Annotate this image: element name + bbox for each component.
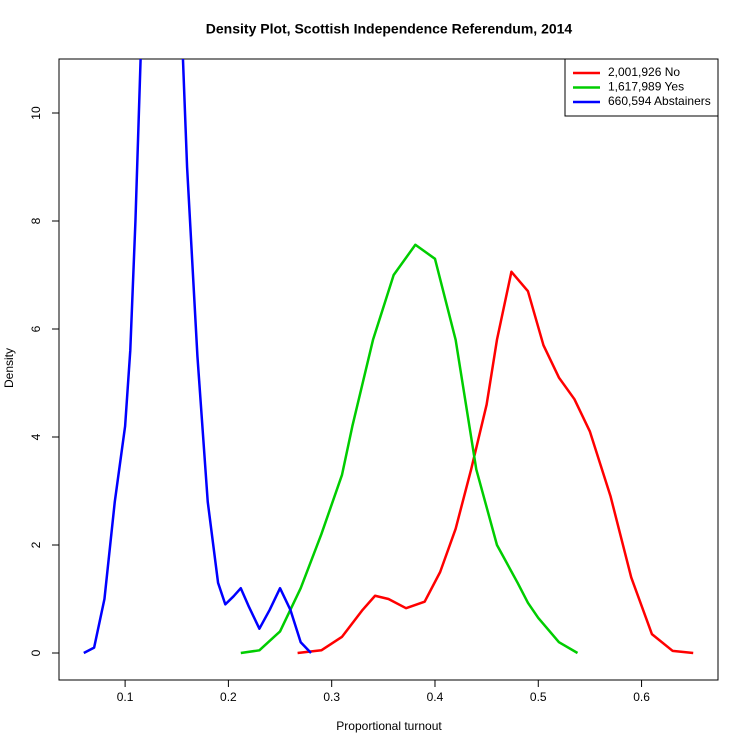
y-tick-label: 2 bbox=[29, 541, 43, 548]
x-tick-label: 0.3 bbox=[323, 690, 340, 704]
x-tick-label: 0.4 bbox=[427, 690, 444, 704]
legend-label: 2,001,926 No bbox=[608, 65, 680, 79]
x-tick-label: 0.5 bbox=[530, 690, 547, 704]
x-tick-label: 0.2 bbox=[220, 690, 237, 704]
plot-area bbox=[83, 59, 694, 655]
density-line bbox=[297, 270, 694, 655]
y-tick-label: 8 bbox=[29, 217, 43, 224]
y-tick-label: 6 bbox=[29, 325, 43, 332]
density-line bbox=[83, 59, 312, 655]
y-tick-label: 4 bbox=[29, 433, 43, 440]
chart-title: Density Plot, Scottish Independence Refe… bbox=[206, 21, 573, 37]
y-tick-label: 10 bbox=[29, 106, 43, 120]
x-axis-label: Proportional turnout bbox=[336, 719, 442, 733]
legend-label: 1,617,989 Yes bbox=[608, 80, 684, 94]
y-axis-label: Density bbox=[2, 348, 16, 388]
x-tick-label: 0.6 bbox=[633, 690, 650, 704]
y-tick-label: 0 bbox=[29, 649, 43, 656]
density-line bbox=[240, 243, 579, 655]
x-tick-label: 0.1 bbox=[117, 690, 134, 704]
plot-frame bbox=[58, 58, 719, 681]
legend-label: 660,594 Abstainers bbox=[608, 94, 711, 108]
